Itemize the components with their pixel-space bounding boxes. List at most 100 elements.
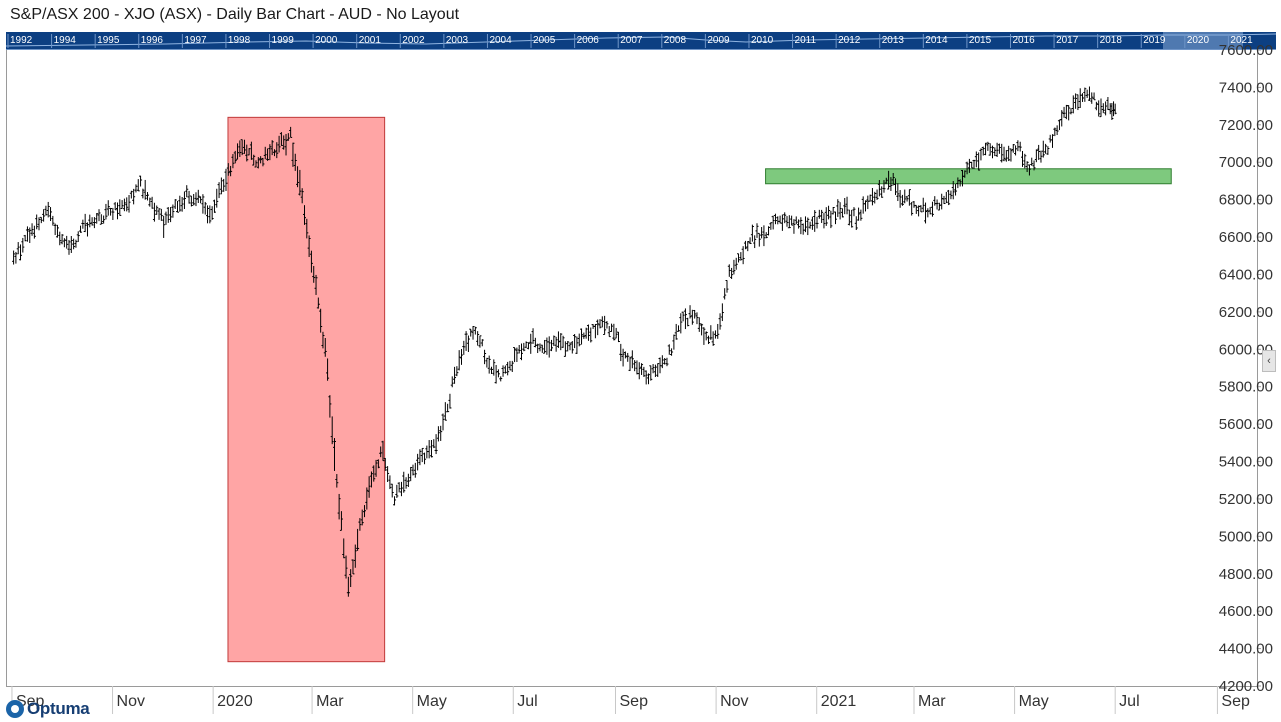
price-bar [397,482,401,493]
year-navigator-label[interactable]: 2002 [402,35,425,46]
price-bar [471,326,475,340]
year-navigator-label[interactable]: 2005 [533,35,556,46]
price-bar [106,200,110,216]
price-bar [187,190,191,204]
price-bar [353,544,357,568]
price-bar [139,175,143,187]
price-bar [543,339,547,354]
year-navigator-label[interactable]: 2011 [795,35,817,46]
price-bar [143,179,147,200]
price-bar [773,213,777,225]
year-navigator-label[interactable]: 1994 [54,35,77,46]
price-bar [51,215,55,226]
price-bar [436,426,440,442]
price-bar [399,481,403,497]
price-bar [972,159,976,169]
price-bar [65,235,69,249]
price-bar [628,356,632,372]
year-navigator-label[interactable]: 2019 [1143,35,1166,46]
price-bar [755,223,759,238]
year-navigator-label[interactable]: 1996 [141,35,164,46]
price-bar [884,177,888,184]
price-bar [753,235,757,249]
price-bar [450,376,454,388]
price-bar [1099,98,1103,118]
year-navigator-label[interactable]: 2004 [489,35,512,46]
price-bar [247,148,251,156]
price-bar [907,189,911,206]
price-bar [282,135,286,150]
price-bar [665,357,669,367]
price-axis-label: 4800.00 [1219,566,1273,583]
price-bar [1039,150,1043,163]
price-bar [928,206,932,215]
highlight-rectangle-green[interactable] [765,168,1172,185]
year-navigator-label[interactable]: 1998 [228,35,251,46]
price-axis-label: 5000.00 [1219,528,1273,545]
price-bar [233,150,237,164]
price-bar [1113,103,1117,115]
price-bar [619,343,623,362]
year-navigator-label[interactable]: 1999 [272,35,295,46]
price-bar [843,197,847,215]
price-bar [649,365,653,381]
year-navigator-label[interactable]: 2006 [577,35,600,46]
highlight-rectangle-red[interactable] [227,116,386,663]
price-bar [1101,103,1105,114]
time-axis-label: 2021 [821,693,857,710]
price-bar [206,205,210,224]
price-bar [42,209,46,222]
year-navigator-label[interactable]: 2010 [751,35,774,46]
year-navigator-label[interactable]: 2007 [620,35,643,46]
price-bar [291,142,295,167]
year-navigator-label[interactable]: 2021 [1230,35,1253,46]
price-bar [621,348,625,367]
price-bar [178,195,182,212]
year-navigator-label[interactable]: 2017 [1056,35,1079,46]
year-navigator[interactable]: 1992 1994 1995 1996 1997 1998 1999 2000 2001 2002… [6,32,1276,50]
price-bar [146,192,150,201]
price-bar [104,203,108,220]
price-bar [554,336,558,352]
year-navigator-label[interactable]: 1992 [10,35,33,46]
time-axis-label: Sep [1221,693,1250,710]
year-navigator-label[interactable]: 2008 [664,35,687,46]
price-bar [896,183,900,202]
price-bar [520,343,524,361]
year-navigator-label[interactable]: 2012 [838,35,861,46]
year-navigator-label[interactable]: 2003 [446,35,469,46]
year-navigator-label[interactable]: 2015 [969,35,992,46]
price-bar [102,215,106,224]
year-navigator-label[interactable]: 1995 [97,35,120,46]
price-bar [1034,149,1038,163]
year-navigator-label[interactable]: 2018 [1100,35,1123,46]
year-navigator-label[interactable]: 1997 [184,35,207,46]
window-title: S&P/ASX 200 - XJO (ASX) - Daily Bar Char… [10,6,460,23]
year-navigator-label[interactable]: 2014 [925,35,948,46]
year-navigator-label[interactable]: 2016 [1012,35,1035,46]
year-navigator-label[interactable]: 2020 [1187,35,1210,46]
price-bar [926,208,930,218]
year-navigator-label[interactable]: 2000 [315,35,338,46]
year-navigator-label[interactable]: 2001 [359,35,382,46]
chevron-left-icon[interactable]: ‹ [1262,350,1276,372]
price-bar [224,168,228,191]
price-bar [737,253,741,263]
year-navigator-label[interactable]: 2009 [707,35,730,46]
price-bar [501,365,505,377]
price-bar [630,350,634,369]
year-navigator-label[interactable]: 2013 [882,35,905,46]
price-bar [545,337,549,355]
price-bar [383,457,387,471]
logo-text: Optuma [27,699,90,718]
price-bar [35,214,39,230]
price-bar [954,184,958,196]
price-bar [342,538,346,559]
price-bar [612,323,616,341]
price-bar [727,264,731,277]
price-bar [277,135,281,153]
price-bar [376,459,380,469]
price-bar [240,139,244,156]
price-axis-label: 7000.00 [1219,154,1273,171]
